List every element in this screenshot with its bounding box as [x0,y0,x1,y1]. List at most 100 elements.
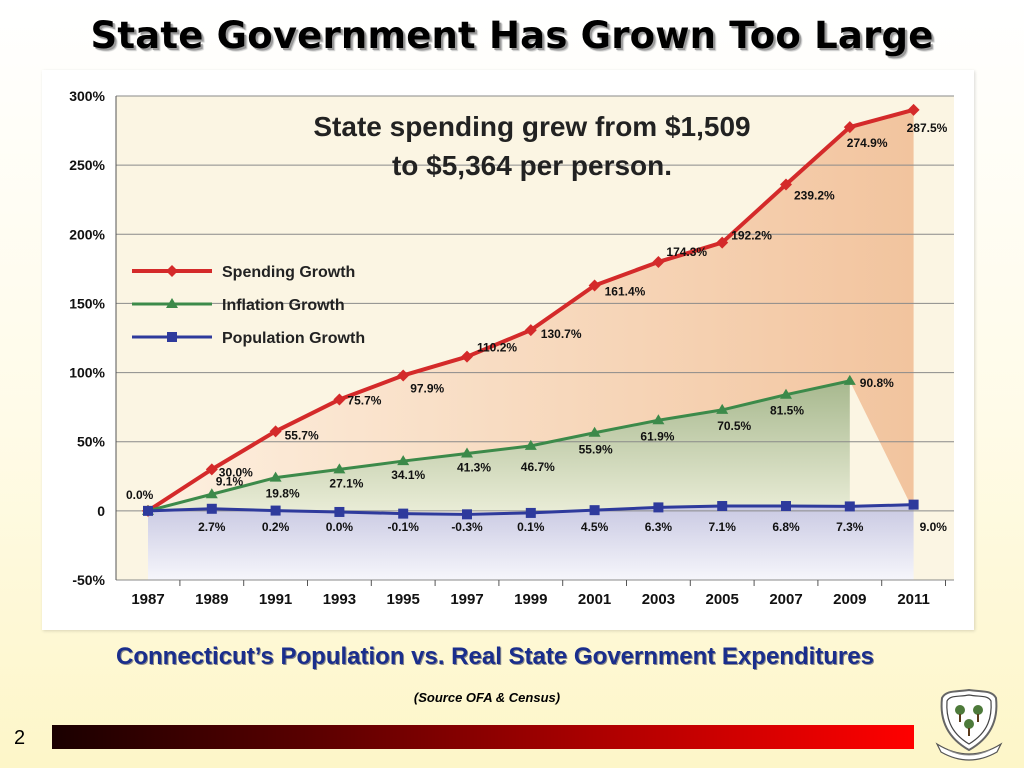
data-point [652,414,665,425]
source-note: (Source OFA & Census) [413,690,561,705]
data-point [333,393,346,406]
y-tick-label: 300% [69,88,105,104]
data-point [334,506,345,517]
legend-label: Population Growth [222,330,365,347]
y-tick-label: -50% [72,572,105,588]
population-data-label: -0.1% [388,520,420,534]
inflation-area [148,380,850,511]
inflation-data-label: 55.9% [579,443,613,457]
slide-title: State Government Has Grown Too Large [90,14,934,57]
data-point [270,505,281,516]
spending-data-label: 174.3% [666,245,707,259]
inflation-data-label: 41.3% [457,460,491,474]
data-point [588,279,601,292]
spending-data-label: 130.7% [541,327,582,341]
spending-data-label: 239.2% [794,189,835,203]
y-tick-label: 150% [69,295,105,311]
legend-label: Spending Growth [222,264,355,281]
data-point [205,488,218,499]
data-point [333,463,346,474]
footer-bar [52,725,914,749]
chart-annotation: to $5,364 per person. [392,150,672,181]
chart-subtitle: Connecticut’s Population vs. Real State … [116,643,874,670]
data-point [397,369,410,382]
x-tick-label: 1999 [514,591,547,608]
data-point [589,505,600,516]
x-tick-label: 2003 [642,591,675,608]
inflation-data-label: 19.8% [266,487,300,501]
data-point [206,503,217,514]
data-point [269,471,282,482]
spending-area [148,109,914,511]
spending-data-label: 161.4% [605,284,646,298]
x-tick-label: 2007 [769,591,802,608]
data-point [524,439,537,450]
population-data-label: -0.3% [451,520,483,534]
population-area [148,504,914,580]
legend-marker [167,332,177,342]
population-data-label: 6.8% [772,520,800,534]
data-point [462,509,472,520]
data-point [461,447,473,458]
data-point [397,455,410,466]
inflation-data-label: 70.5% [717,419,751,433]
data-point [653,502,664,513]
inflation-data-label: 34.1% [391,468,425,482]
data-point [525,507,536,518]
inflation-data-label: 61.9% [640,429,674,443]
data-point [398,508,409,519]
y-tick-label: 200% [69,226,105,242]
area-fills [148,109,914,580]
chart-annotation: State spending grew from $1,509 [313,111,750,142]
y-tick-label: 250% [69,157,105,173]
y-tick-label: 50% [77,434,106,450]
data-point [652,255,665,268]
x-tick-label: 2005 [706,591,739,608]
spending-data-label: 192.2% [731,229,772,243]
inflation-data-label: 46.7% [521,460,555,474]
y-tick-label: 0 [97,503,105,519]
data-point [780,388,792,399]
data-point [907,103,920,116]
population-data-label: 6.3% [645,520,673,534]
data-point [143,505,153,516]
data-point [843,374,856,385]
legend-label: Inflation Growth [222,297,345,314]
population-data-label: 0.1% [517,520,545,534]
x-tick-label: 1997 [450,591,483,608]
population-data-label: 7.1% [709,520,737,534]
inflation-data-label: 81.5% [770,404,804,418]
population-data-label: 9.0% [920,520,948,534]
spending-data-label: 110.2% [477,341,517,355]
data-point [717,501,728,512]
spending-data-label: 55.7% [285,428,319,442]
population-data-label: 4.5% [581,520,609,534]
data-point [843,121,856,134]
data-point [588,426,601,437]
population-data-label: 0.0% [126,488,154,502]
inflation-data-label: 27.1% [329,476,363,490]
population-data-label: 2.7% [198,520,226,534]
population-data-label: 0.2% [262,520,290,534]
data-point [269,425,282,438]
data-point [461,350,473,363]
growth-line-chart: 300% 250% 200% 150% 100% 50% 0 -50% 1987 1989 1991… [69,88,954,608]
x-tick-label: 2001 [578,591,611,608]
spending-data-label: 97.9% [410,381,444,395]
chart-panel: 300% 250% 200% 150% 100% 50% 0 -50% 1987 1989 1991… [42,70,974,630]
data-point [781,501,791,512]
x-tick-label: 2011 [897,591,930,608]
data-point [716,403,729,414]
data-point [844,501,855,512]
x-tick-label: 1993 [323,591,356,608]
spending-data-label: 274.9% [847,136,888,150]
legend-marker [166,265,178,277]
data-point [716,236,729,249]
inflation-data-label: 9.1% [216,474,244,488]
connecticut-state-seal-icon [935,688,1003,761]
population-data-label: 0.0% [326,520,354,534]
x-tick-label: 1987 [131,591,164,608]
data-point [524,324,537,337]
x-tick-label: 1995 [387,591,420,608]
data-point [205,463,218,476]
